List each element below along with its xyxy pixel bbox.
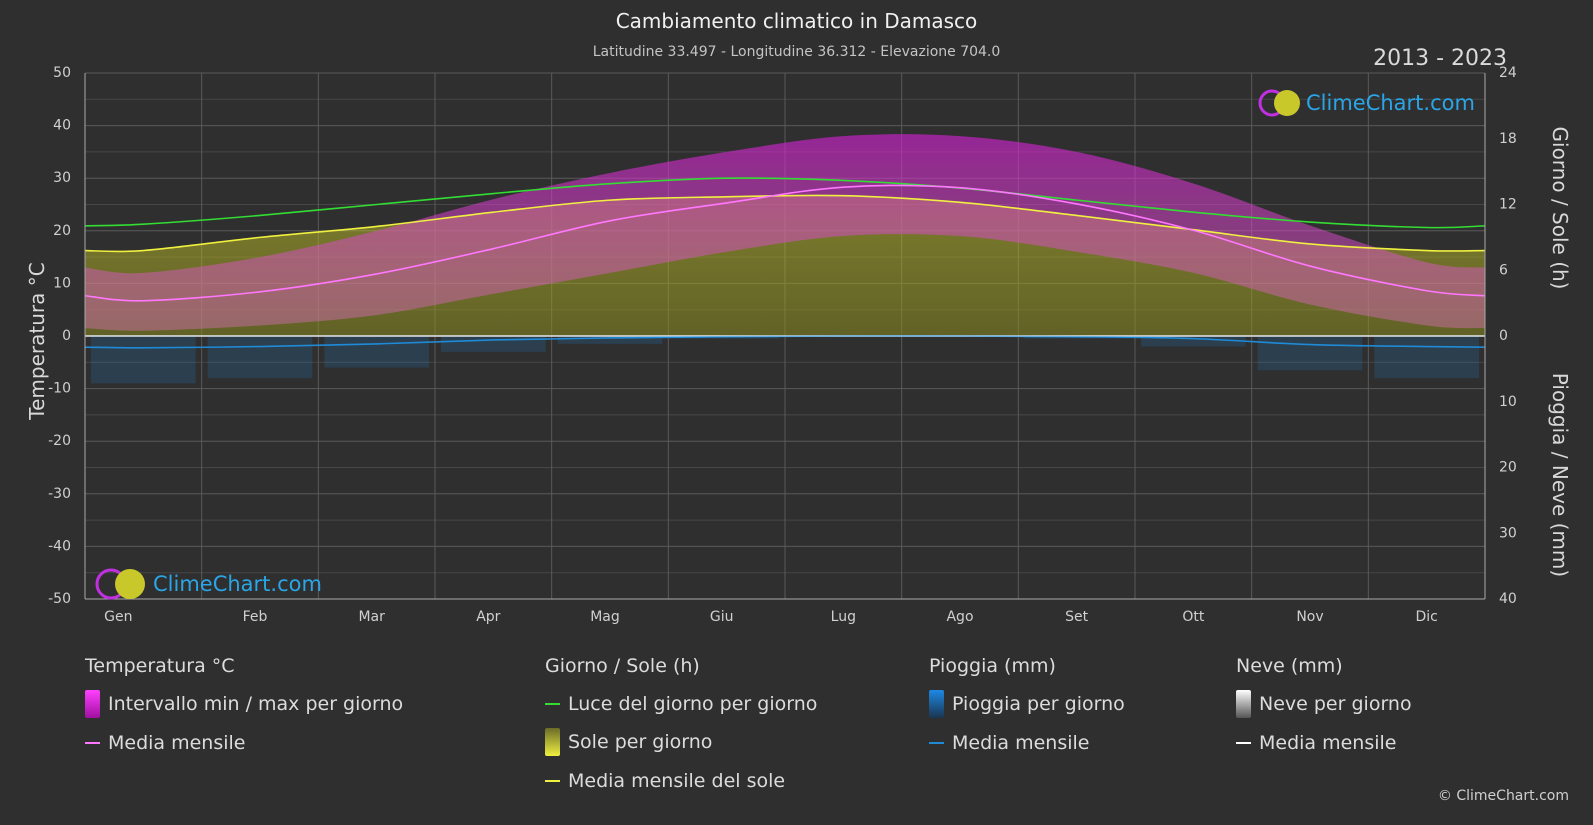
y-tick-right-precip: 30 [1499,525,1517,541]
legend-daylight-label: Luce del giorno per giorno [568,693,818,715]
x-tick-label: Feb [243,609,268,625]
y-tick-right-precip: 40 [1499,591,1517,607]
legend-temp-title: Temperatura °C [85,655,235,677]
legend-rain-mean-label: Media mensile [952,732,1090,754]
daylight-swatch [545,703,560,705]
logo-text: ClimeChart.com [1306,91,1475,115]
y-tick-left: 20 [53,223,71,239]
x-tick-label: Mag [590,609,620,625]
y-tick-left: -30 [48,486,71,502]
y-tick-right-precip: 20 [1499,460,1517,476]
sun-mean-line [84,194,1486,253]
sun-mean-swatch [545,780,560,782]
x-tick-label: Lug [831,609,856,625]
rain-bar [557,336,663,344]
y-tick-left: 40 [53,118,71,134]
x-tick-label: Apr [476,609,500,625]
legend-sun-mean-label: Media mensile del sole [568,770,786,792]
x-tick-label: Giu [710,609,734,625]
y-tick-left: 10 [53,275,71,291]
rain-bar [1257,336,1363,371]
logo-bottom[interactable]: ClimeChart.com [95,566,322,602]
y-tick-right-hours: 0 [1499,328,1508,344]
legend-sun-mean: Media mensile del sole [545,770,785,792]
legend-temp-mean: Media mensile [85,732,246,754]
climechart-logo-icon [95,568,145,600]
rain-bar [91,336,196,384]
x-tick-label: Gen [104,609,132,625]
legend-snow-day-label: Neve per giorno [1259,693,1412,715]
legend-rain-day-label: Pioggia per giorno [952,693,1125,715]
snow-mean-swatch [1236,742,1251,744]
y-tick-left: -10 [48,381,71,397]
rain-bar [441,336,546,352]
temp-range-swatch [85,690,100,718]
legend-sun: Sole per giorno [545,728,712,756]
y-tick-left: -20 [48,433,71,449]
legend-temp-range-label: Intervallo min / max per giorno [108,693,404,715]
daylight-line [84,177,1486,229]
rain-bar [1374,336,1479,379]
y-tick-right-hours: 18 [1499,131,1517,147]
y-tick-left: -50 [48,591,71,607]
x-tick-label: Set [1065,609,1089,625]
climate-chart: 50 40 30 20 10 0 -10 -20 -30 -40 -50 24 18 12 6 0 10 20 30… [48,65,1517,625]
legend-rain-day: Pioggia per giorno [929,690,1125,718]
x-tick-label: Dic [1415,609,1437,625]
legend-temp-range: Intervallo min / max per giorno [85,690,403,718]
rain-mean-swatch [929,742,944,744]
y-tick-right-hours: 6 [1499,262,1508,278]
rain-bar [324,336,429,368]
y-tick-right-hours: 12 [1499,197,1517,213]
climechart-logo-icon [1258,89,1300,117]
legend-day-title: Giorno / Sole (h) [545,655,700,677]
logo-top[interactable]: ClimeChart.com [1258,88,1475,118]
y-tick-left: 0 [62,328,71,344]
snow-swatch [1236,690,1251,718]
y-tick-right-hours: 24 [1499,65,1517,81]
chart-subtitle: Latitudine 33.497 - Longitudine 36.312 -… [592,44,1001,60]
temp-range-area [85,134,1485,331]
x-tick-label: Ott [1182,609,1205,625]
temp-mean-swatch [85,742,100,744]
y-tick-right-precip: 10 [1499,394,1517,410]
legend-snow-title: Neve (mm) [1236,655,1343,677]
y-tick-left: -40 [48,538,71,554]
y-tick-left: 50 [53,65,71,81]
chart-title: Cambiamento climatico in Damasco [615,9,978,33]
legend-sun-label: Sole per giorno [568,731,713,753]
x-tick-label: Mar [358,609,385,625]
x-tick-label: Ago [946,609,973,625]
legend-snow-mean-label: Media mensile [1259,732,1397,754]
temp-mean-line [84,184,1486,302]
y-tick-left: 30 [53,170,71,186]
legend-snow-day: Neve per giorno [1236,690,1412,718]
legend-temp-mean-label: Media mensile [108,732,246,754]
year-range: 2013 - 2023 [1373,46,1507,71]
rain-bar [1141,336,1246,347]
logo-text: ClimeChart.com [153,572,322,596]
copyright: © ClimeChart.com [1437,788,1569,804]
legend-rain-title: Pioggia (mm) [929,655,1056,677]
legend-daylight: Luce del giorno per giorno [545,693,817,715]
sun-swatch [545,728,560,756]
rain-bar [207,336,313,379]
rain-swatch [929,690,944,718]
legend-rain-mean: Media mensile [929,732,1090,754]
legend-snow-mean: Media mensile [1236,732,1397,754]
x-tick-label: Nov [1296,609,1323,625]
